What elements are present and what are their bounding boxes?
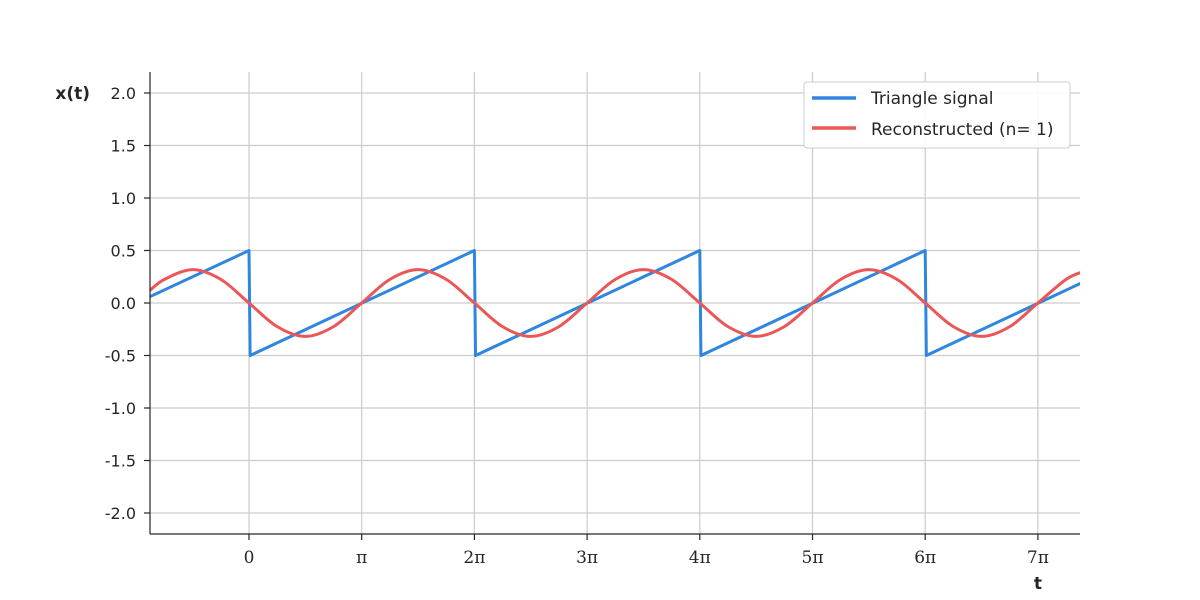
legend-label-reconstructed: Reconstructed (n= 1) (871, 120, 1053, 140)
y-tick-label: 0.5 (111, 242, 136, 261)
y-tick-label: -0.5 (105, 347, 136, 366)
y-tick-label: 0.0 (111, 294, 136, 313)
legend-label-triangle: Triangle signal (870, 89, 993, 109)
y-tick-label: -2.0 (105, 504, 136, 523)
x-tick-label: 5π (802, 548, 824, 568)
y-tick-label: 1.0 (111, 189, 136, 208)
y-tick-label: 1.5 (111, 137, 136, 156)
x-tick-label: 7π (1027, 548, 1049, 568)
series-layer (150, 249, 1080, 357)
y-tick-label: -1.5 (105, 452, 136, 471)
y-tick-label: 2.0 (111, 84, 136, 103)
x-tick-label: 2π (463, 548, 485, 568)
x-tick-label: 3π (576, 548, 598, 568)
x-tick-label: 0 (244, 548, 255, 568)
x-axis-label: t (1034, 574, 1042, 594)
ticks: 2.0 1.5 1.0 0.5 0.0 -0.5 -1.0 -1.5 -2.0 0 π 2π 3π 4π 5… (105, 84, 1049, 568)
legend-box (803, 81, 1071, 149)
x-tick-label: 4π (689, 548, 711, 568)
x-tick-label: π (356, 548, 367, 568)
y-tick-label: -1.0 (105, 399, 136, 418)
series-line-reconstructed (150, 268, 1080, 338)
y-axis-label: x(t) (55, 84, 90, 104)
x-tick-label: 6π (914, 548, 936, 568)
legend: Triangle signal Reconstructed (n= 1) (803, 81, 1071, 149)
